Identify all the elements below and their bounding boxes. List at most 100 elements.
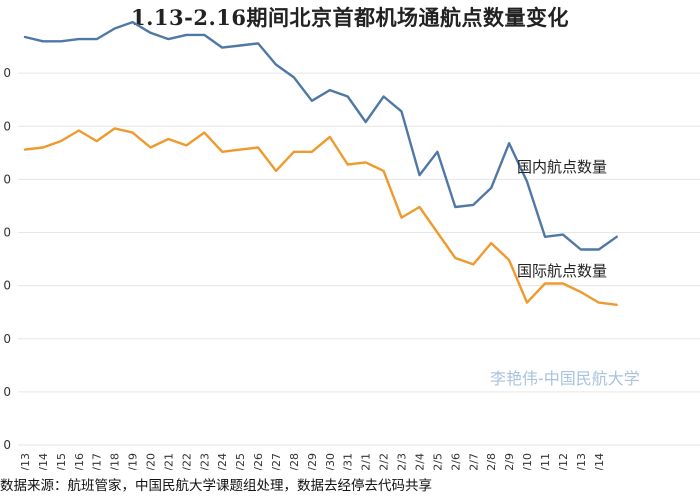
data-point	[508, 259, 510, 261]
data-point	[454, 206, 457, 208]
x-tick-label: 2/14	[593, 453, 606, 470]
x-tick-label: 1/17	[91, 453, 104, 470]
chart-title: 1.13-2.16期间北京首都机场通航点数量变化	[130, 5, 569, 30]
data-point	[400, 110, 403, 113]
series-label-international: 国际航点数量	[517, 262, 607, 280]
x-tick-label: 1/30	[324, 453, 337, 470]
data-point	[275, 63, 277, 66]
data-point	[418, 174, 421, 176]
x-tick-label: 1/31	[342, 453, 355, 470]
data-point	[95, 140, 98, 142]
y-axis-ticks: 0 0 0 0 0 0 0 0	[3, 66, 11, 452]
data-point	[131, 21, 134, 23]
data-point	[580, 291, 582, 293]
data-point	[418, 206, 421, 208]
data-point	[149, 31, 152, 34]
x-tick-label: 2/5	[431, 453, 444, 470]
data-point	[311, 150, 313, 153]
data-point	[490, 242, 492, 244]
data-point	[472, 263, 475, 266]
x-tick-label: 1/23	[198, 453, 211, 470]
x-tick-label: 2/8	[485, 453, 498, 470]
data-point	[562, 233, 564, 236]
x-tick-label: 2/3	[396, 453, 409, 470]
data-point	[597, 301, 600, 304]
x-tick-label: 1/27	[270, 453, 283, 470]
data-point	[257, 146, 259, 149]
data-point	[60, 40, 62, 43]
data-point	[203, 131, 206, 134]
data-point	[131, 131, 134, 134]
gridlines	[18, 72, 700, 446]
data-point	[490, 187, 492, 189]
data-point	[436, 231, 439, 234]
series-label-domestic: 国内航点数量	[517, 158, 607, 176]
x-tick-label: 1/21	[162, 453, 175, 470]
y-tick-label: 0	[3, 385, 11, 399]
y-tick-label: 0	[3, 279, 11, 293]
data-point	[293, 76, 295, 79]
data-point	[364, 161, 367, 164]
watermark: 李艳伟-中国民航大学	[490, 369, 640, 388]
series-line-international	[23, 127, 618, 306]
data-point	[597, 248, 600, 251]
x-tick-label: 1/22	[180, 453, 193, 470]
data-point	[364, 121, 367, 123]
data-point	[580, 248, 582, 251]
data-point	[454, 257, 457, 259]
data-point	[382, 170, 385, 172]
data-point	[24, 148, 26, 151]
data-point	[95, 38, 98, 40]
data-point	[329, 89, 331, 91]
data-point	[329, 136, 331, 138]
x-tick-label: 1/19	[127, 453, 140, 470]
source-note: 数据来源：航班管家，中国民航大学课题组处理，数据去经停去代码共享	[0, 478, 432, 494]
data-point	[239, 44, 241, 47]
data-point	[293, 150, 295, 153]
data-point	[113, 127, 116, 130]
series-line-domestic	[23, 20, 618, 251]
data-point	[221, 150, 224, 153]
data-point	[257, 42, 259, 45]
data-point	[203, 34, 206, 36]
x-tick-label: 1/20	[145, 453, 158, 470]
data-point	[60, 140, 62, 142]
x-tick-label: 2/7	[467, 453, 480, 470]
x-tick-label: 1/15	[55, 453, 68, 470]
data-point	[508, 142, 510, 145]
x-tick-label: 2/12	[557, 453, 570, 470]
x-tick-label: 1/14	[37, 453, 50, 470]
x-axis-ticks: 1/13 1/14 1/15 1/16 1/17 1/18 1/19 1/20 1/21 1/22…	[19, 453, 606, 470]
data-point	[149, 146, 152, 149]
data-point	[185, 34, 188, 36]
data-point	[382, 95, 385, 98]
data-point	[526, 301, 528, 304]
x-tick-label: 1/25	[234, 453, 247, 470]
y-tick-label: 0	[3, 119, 11, 133]
x-tick-label: 1/28	[288, 453, 301, 470]
data-point	[239, 148, 241, 151]
series-lines	[23, 20, 618, 306]
x-tick-label: 2/9	[503, 453, 516, 470]
y-tick-label: 0	[3, 332, 11, 346]
x-tick-label: 2/2	[378, 453, 391, 470]
data-point	[615, 235, 618, 238]
x-tick-label: 1/16	[73, 453, 86, 470]
data-point	[113, 27, 116, 30]
data-point	[311, 99, 313, 102]
x-tick-label: 1/18	[109, 453, 122, 470]
data-point	[221, 46, 224, 49]
y-tick-label: 0	[3, 172, 11, 186]
data-point	[544, 235, 546, 238]
x-tick-label: 1/29	[306, 453, 319, 470]
data-point	[346, 95, 349, 98]
data-point	[167, 138, 170, 140]
data-point	[436, 150, 439, 153]
data-point	[42, 40, 44, 43]
line-chart: 0 0 0 0 0 0 0 0 1/13 1/14 1/15 1/16 1/17 1/18 1/19 1/2…	[3, 20, 700, 470]
x-tick-label: 1/26	[252, 453, 265, 470]
x-tick-label: 1/24	[216, 453, 229, 470]
data-point	[77, 129, 80, 132]
data-point	[24, 36, 26, 38]
data-point	[526, 180, 528, 183]
